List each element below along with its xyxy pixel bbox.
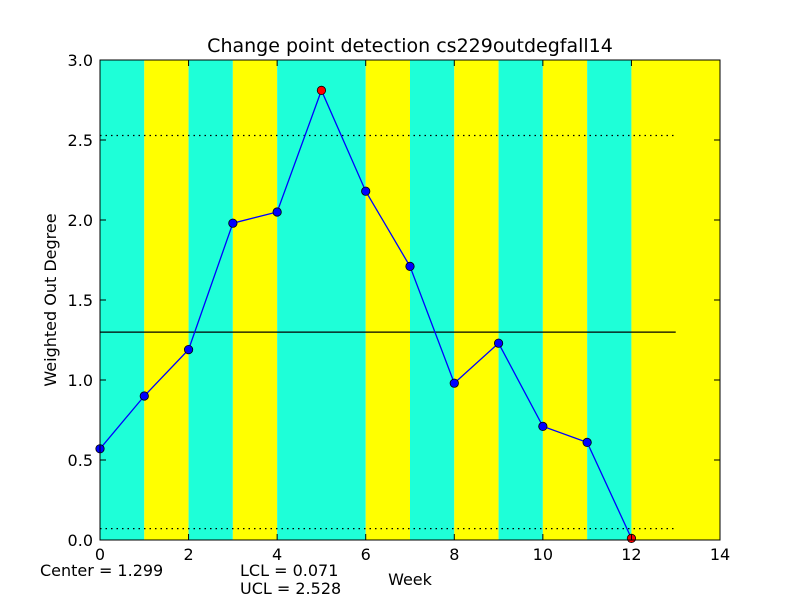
background-band-10 <box>587 60 632 540</box>
y-tick-label-5: 2.5 <box>68 131 93 150</box>
chart-title: Change point detection cs229outdegfall14 <box>207 35 613 57</box>
background-band-4 <box>277 60 366 540</box>
background-band-2 <box>188 60 233 540</box>
background-band-8 <box>498 60 543 540</box>
background-band-1 <box>144 60 189 540</box>
data-point-6 <box>361 186 371 196</box>
y-tick-label-6: 3.0 <box>68 51 93 70</box>
data-point-5 <box>316 85 327 96</box>
ucl-value-label: UCL = 2.528 <box>240 579 342 598</box>
x-tick-label-1: 2 <box>183 545 193 564</box>
background-band-11 <box>631 60 720 540</box>
reference-lines <box>100 134 676 530</box>
data-point-4 <box>272 207 282 217</box>
background-band-0 <box>100 60 145 540</box>
y-tick-label-1: 0.5 <box>68 451 93 470</box>
x-axis-label: Week <box>388 570 433 589</box>
lcl-value-label: LCL = 0.071 <box>240 561 339 580</box>
y-tick-label-4: 2.0 <box>68 211 93 230</box>
x-tick-label-2: 4 <box>272 545 282 564</box>
data-point-8 <box>449 378 459 388</box>
y-tick-label-0: 0.0 <box>68 531 93 550</box>
background-band-5 <box>365 60 410 540</box>
x-tick-label-3: 6 <box>361 545 371 564</box>
x-tick-label-4: 8 <box>449 545 459 564</box>
background-bands <box>100 60 720 540</box>
x-tick-label-5: 10 <box>533 545 553 564</box>
x-tick-label-6: 12 <box>621 545 641 564</box>
y-tick-label-3: 1.5 <box>68 291 93 310</box>
y-tick-label-2: 1.0 <box>68 371 93 390</box>
background-band-9 <box>542 60 588 540</box>
data-point-10 <box>538 421 548 431</box>
data-point-7 <box>405 261 415 271</box>
data-point-11 <box>582 437 592 447</box>
x-tick-label-7: 14 <box>710 545 730 564</box>
background-band-3 <box>232 60 278 540</box>
axis-ticks: 0 2 4 6 8 10 12 14 0.0 0.5 1.0 1.5 2.0 2.5 3.0 <box>68 51 731 564</box>
data-point-9 <box>493 338 504 348</box>
data-point-2 <box>183 344 194 355</box>
data-point-3 <box>228 218 238 228</box>
background-band-6 <box>410 60 455 540</box>
x-tick-label-0: 0 <box>95 545 105 564</box>
data-point-1 <box>139 391 149 401</box>
y-axis-label: Weighted Out Degree <box>41 213 60 386</box>
background-band-7 <box>454 60 499 540</box>
center-value-label: Center = 1.299 <box>40 561 164 580</box>
